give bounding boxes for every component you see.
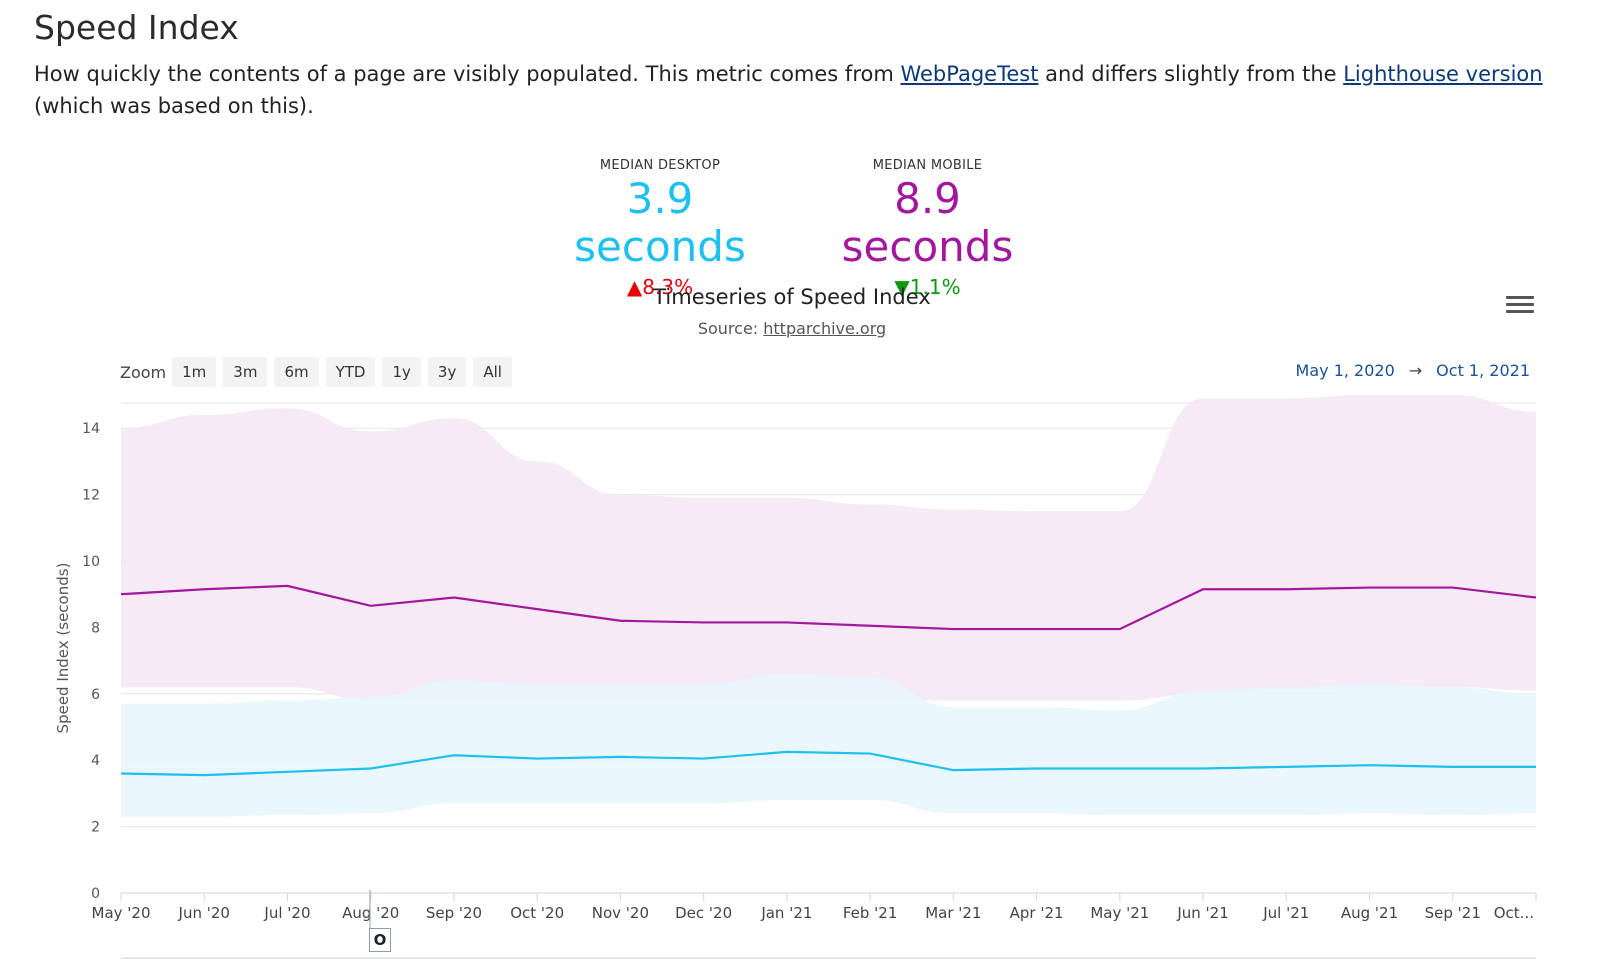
bands: [121, 395, 1536, 817]
x-tick-label: Jun '20: [178, 904, 230, 922]
y-tick-label: 10: [82, 554, 100, 570]
x-tick-label: Jul '21: [1262, 904, 1309, 922]
y-axis-label: Speed Index (seconds): [54, 563, 72, 734]
x-tick-label: May '20: [92, 904, 151, 922]
x-tick-label: Sep '20: [426, 904, 482, 922]
zoom-bar: Zoom 1m 3m 6m YTD 1y 3y All: [120, 356, 519, 388]
y-axis-ticks: 0 2 4 6 8 10 12 14: [82, 421, 100, 902]
chart-subtitle-prefix: Source:: [697, 319, 764, 338]
chart-menu-icon[interactable]: [1506, 296, 1534, 318]
navigator-handle[interactable]: O: [369, 928, 391, 952]
desktop-band: [121, 673, 1536, 817]
httparchive-link[interactable]: httparchive.org: [763, 319, 887, 338]
x-tick-label: Aug '20: [342, 904, 399, 922]
zoom-6m-button[interactable]: 6m: [274, 357, 319, 387]
x-tick-label: Dec '20: [675, 904, 732, 922]
zoom-label: Zoom: [120, 362, 167, 382]
x-tick-label: Oct...: [1494, 904, 1534, 922]
median-desktop-change: ▲8.3%: [626, 275, 694, 299]
range-to[interactable]: Oct 1, 2021: [1436, 361, 1530, 380]
range-arrow: →: [1408, 361, 1423, 380]
x-tick-label: Mar '21: [925, 904, 981, 922]
y-tick-label: 6: [91, 687, 100, 703]
range-from[interactable]: May 1, 2020: [1295, 361, 1395, 380]
description-text-1: How quickly the contents of a page are v…: [34, 62, 901, 86]
median-mobile-label: MEDIAN MOBILE: [872, 158, 983, 173]
zoom-all-button[interactable]: All: [473, 357, 512, 387]
chart-title: Timeseries of Speed Index: [653, 285, 931, 309]
menu-line-icon: [1506, 310, 1534, 313]
x-tick-label: Jan '21: [760, 904, 812, 922]
y-tick-label: 2: [91, 820, 100, 836]
median-mobile-metric: MEDIAN MOBILE 8.9 seconds ▼1.1%: [805, 158, 1050, 299]
mobile-line: [120, 584, 1537, 631]
x-tick-label: Oct '20: [510, 904, 564, 922]
x-tick-label: Aug '21: [1341, 904, 1398, 922]
zoom-3y-button[interactable]: 3y: [427, 357, 467, 387]
x-tick-label: Sep '21: [1425, 904, 1481, 922]
y-tick-label: 8: [91, 620, 100, 636]
date-range: May 1, 2020 → Oct 1, 2021: [1296, 361, 1530, 380]
y-tick-label: 14: [82, 421, 100, 437]
x-tick-label: Jul '20: [263, 904, 310, 922]
zoom-1y-button[interactable]: 1y: [382, 357, 421, 387]
median-desktop-metric: MEDIAN DESKTOP 3.9 seconds ▲8.3%: [540, 158, 780, 299]
median-mobile-value: 8.9 seconds: [841, 174, 1014, 271]
chart-subtitle: Source: httparchive.org: [0, 319, 1584, 338]
zoom-3m-button[interactable]: 3m: [223, 357, 268, 387]
mobile-band: [121, 395, 1536, 701]
page-title: Speed Index: [34, 8, 239, 47]
y-tick-label: 0: [91, 886, 100, 902]
x-tick-label: Apr '21: [1010, 904, 1064, 922]
y-tick-label: 12: [82, 488, 100, 504]
lighthouse-version-link[interactable]: Lighthouse version: [1343, 62, 1543, 86]
zoom-1m-button[interactable]: 1m: [172, 357, 217, 387]
x-tick-label: Feb '21: [843, 904, 898, 922]
page-description: How quickly the contents of a page are v…: [34, 58, 1554, 122]
median-mobile-change: ▼1.1%: [894, 275, 961, 299]
description-text-2: and differs slightly from the: [1038, 62, 1344, 86]
x-axis: May '20 Jun '20 Jul '20 Aug '20 Sep '20 Oct '…: [92, 890, 1537, 959]
menu-line-icon: [1506, 296, 1534, 299]
x-tick-label: Jun '21: [1176, 904, 1228, 922]
zoom-ytd-button[interactable]: YTD: [325, 357, 376, 387]
x-tick-label: May '21: [1090, 904, 1149, 922]
x-tick-label: Nov '20: [592, 904, 649, 922]
desktop-line: [120, 750, 1536, 777]
description-text-3: (which was based on this).: [34, 94, 314, 118]
series-lines: [120, 584, 1537, 777]
median-desktop-label: MEDIAN DESKTOP: [599, 158, 721, 173]
menu-line-icon: [1506, 303, 1534, 306]
webpagetest-link[interactable]: WebPageTest: [900, 62, 1039, 86]
y-tick-label: 4: [91, 753, 100, 769]
median-desktop-value: 3.9 seconds: [574, 174, 746, 271]
